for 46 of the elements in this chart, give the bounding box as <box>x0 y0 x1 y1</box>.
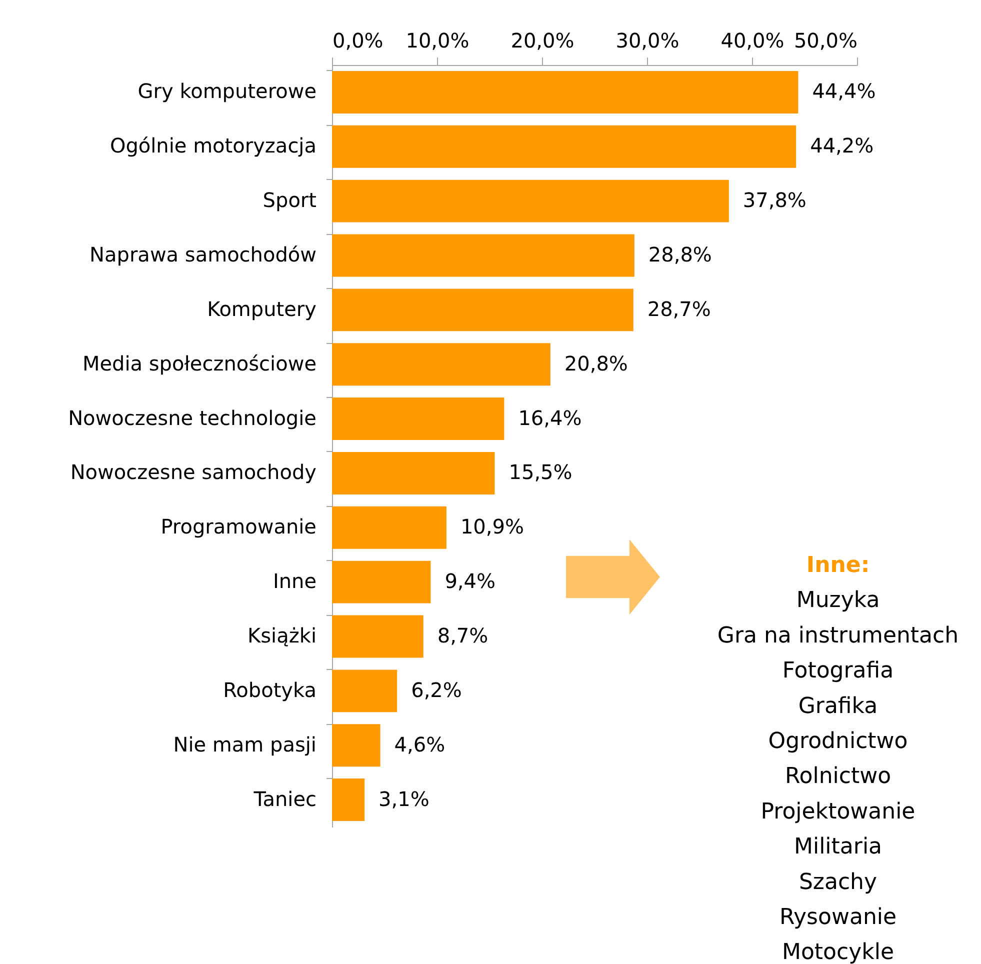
y-tick-label: Nowoczesne samochody <box>70 460 317 484</box>
data-label: 37,8% <box>742 188 806 212</box>
data-label: 28,8% <box>648 242 712 266</box>
annotation: Fotografia <box>782 658 894 684</box>
y-tick-label: Inne <box>272 569 316 594</box>
y-tick-label: Gry komputerowe <box>138 79 316 104</box>
data-label: 3,1% <box>378 786 430 811</box>
data-label: 10,9% <box>460 514 524 539</box>
annotation: Grafika <box>798 694 878 719</box>
annotation: Rolnictwo <box>784 764 892 790</box>
annotation: Inne: <box>806 553 870 578</box>
data-label: 4,6% <box>394 732 446 756</box>
y-tick-label: Sport <box>262 188 317 212</box>
data-label: 16,4% <box>518 406 582 430</box>
y-tick-label: Komputery <box>207 296 317 321</box>
annotation: Ogrodnictwo <box>768 729 908 754</box>
data-label: 15,5% <box>508 460 572 484</box>
x-tick-label: 30,0% <box>616 28 680 52</box>
y-tick-label: Programowanie <box>160 514 316 539</box>
x-tick-label: 40,0% <box>720 28 784 52</box>
y-tick-label: Naprawa samochodów <box>90 242 316 266</box>
y-tick-label: Nie mam pasji <box>173 732 316 756</box>
y-tick-label: Nowoczesne technologie <box>68 406 316 430</box>
annotation: Gra na instrumentach <box>717 623 959 648</box>
data-label: 28,7% <box>647 296 711 321</box>
text: Szachy <box>798 870 878 895</box>
data-label: 9,4% <box>444 569 496 594</box>
y-tick-label: Taniec <box>252 786 316 811</box>
data-label: 44,4% <box>812 79 876 104</box>
x-tick-label: 50,0% <box>794 28 858 52</box>
data-label: 6,2% <box>411 678 462 702</box>
annotation: Muzyka <box>796 588 880 614</box>
data-label: 44,2% <box>810 134 874 158</box>
text: Rysowanie <box>779 905 897 930</box>
y-tick-label: Media społecznościowe <box>82 351 316 376</box>
annotation: Projektowanie <box>760 799 916 824</box>
text: Militaria <box>794 834 882 860</box>
x-tick-label: 20,0% <box>510 28 574 52</box>
data-label: 8,7% <box>437 624 488 648</box>
y-tick-label: Ogólnie motoryzacja <box>110 134 316 158</box>
x-tick-label: 0,0% <box>332 28 384 52</box>
data-label: 20,8% <box>564 351 628 376</box>
y-tick-label: Książki <box>248 624 316 648</box>
y-tick-label: Robotyka <box>223 678 316 702</box>
text: Motocykle <box>782 940 894 964</box>
x-tick-label: 10,0% <box>406 28 470 52</box>
